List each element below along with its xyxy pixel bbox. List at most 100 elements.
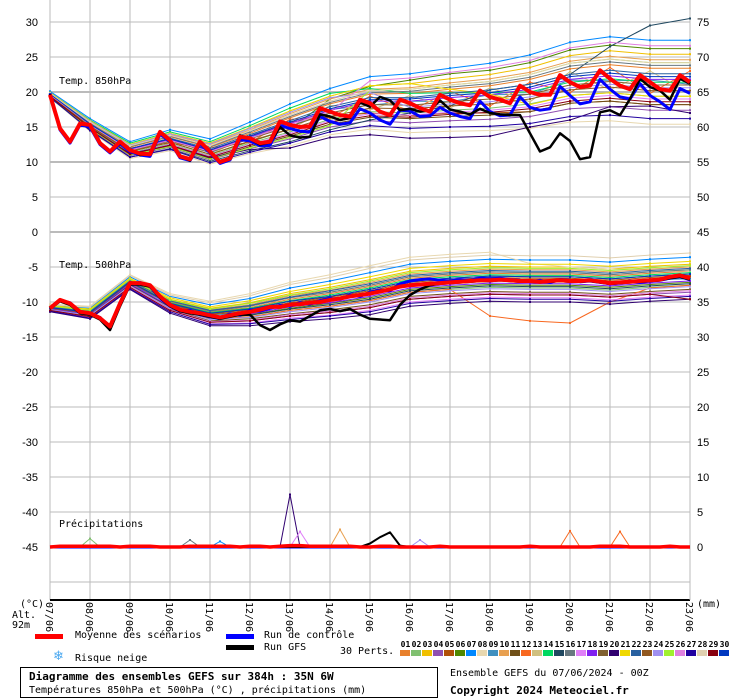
t500-member-06-point (529, 284, 531, 287)
t500-member-18-point (449, 284, 451, 287)
t850-member-10-point (449, 81, 451, 84)
t850-member-11-point (609, 100, 611, 103)
t850-member-01-point (289, 116, 291, 119)
t850-member-11-point (449, 115, 451, 118)
run-info: Ensemble GEFS du 07/06/2024 - 00Z (450, 668, 649, 679)
t850-member-08-point (289, 144, 291, 147)
member-swatch (455, 650, 465, 656)
t850-member-01-point (489, 84, 491, 87)
left-tick-label: 10 (26, 157, 38, 169)
member-swatch (400, 650, 410, 656)
t850-member-08-point (569, 121, 571, 124)
t850-member-20-point (409, 137, 411, 140)
t500-member-15-point (449, 287, 451, 289)
t850-member-24-point (569, 86, 571, 89)
t850-member-14-point (169, 130, 171, 133)
t850-member-07-point (449, 67, 451, 70)
legend-control-label: Run de contrôle (264, 630, 355, 641)
member-swatch (675, 650, 685, 656)
t850-member-12-point (489, 105, 491, 107)
t850-member-03-point (569, 54, 571, 57)
member-swatch (422, 650, 432, 656)
t500-member-08-point (569, 266, 571, 268)
t500-member-26-point (609, 294, 611, 297)
member-number: 22 (631, 640, 642, 649)
t500-member-29-point (249, 319, 251, 322)
t850-member-27-point (369, 124, 371, 127)
t850-member-14-point (209, 140, 211, 143)
t500-member-22-point (489, 269, 491, 272)
t500-member-11-point (449, 292, 451, 295)
x-tick-label: 20/06 (563, 602, 574, 632)
t500-member-28-point (129, 274, 131, 277)
member-number: 25 (664, 640, 675, 649)
member-number: 30 (719, 640, 730, 649)
left-tick-label: -40 (22, 507, 38, 519)
t500-member-25-point (489, 266, 491, 269)
t500-member-16-point (329, 291, 331, 294)
t850-member-26-point (369, 79, 371, 82)
t850-member-10-point (329, 98, 331, 100)
t850-member-22-point (289, 119, 291, 122)
member-swatch (466, 650, 476, 656)
left-tick-label: 30 (26, 17, 38, 29)
t500-member-29-point (489, 293, 491, 296)
t850-member-07-point (89, 117, 91, 120)
t500-mean-line (48, 273, 691, 329)
t500-member-06-point (449, 285, 451, 288)
t500-member-11-point (489, 290, 491, 293)
t850-member-20-point (289, 147, 291, 149)
t500-member-21-point (449, 264, 451, 267)
t850-member-08-point (329, 133, 331, 136)
t500-member-10-point (409, 273, 411, 275)
t500-member-12-point (489, 315, 491, 317)
x-tick-label: 14/06 (323, 602, 334, 632)
t500-member-28-point (289, 283, 291, 286)
t850-member-04-point (489, 118, 491, 121)
t850-member-17-point (689, 98, 691, 100)
t500-member-29-point (569, 294, 571, 296)
member-swatch (631, 650, 641, 656)
t850-member-04-point (329, 126, 331, 128)
t500-member-16-point (569, 271, 571, 274)
t850-member-30-point (609, 72, 611, 75)
t850-member-16-point (289, 115, 291, 118)
member-swatch (488, 650, 498, 656)
t850-member-23-point (689, 89, 691, 92)
member-swatch (510, 650, 520, 656)
t500-member-20-point (209, 324, 211, 327)
t500-member-14-point (689, 271, 691, 274)
t850-member-20-point (529, 126, 531, 128)
t850-member-01-point (369, 93, 371, 96)
t850-member-27-point (409, 127, 411, 130)
t500-member-15-point (569, 285, 571, 288)
t500-member-18-point (409, 287, 411, 289)
t500-member-21-point (209, 305, 211, 308)
t850-member-15-point (289, 140, 291, 143)
t850-member-26-point (689, 44, 691, 47)
t500-member-18-point (489, 282, 491, 285)
t500-member-07-point (489, 258, 491, 261)
t850-member-08-point (169, 149, 171, 152)
t850-member-29-point (369, 114, 371, 117)
t850-member-15-point (249, 149, 251, 152)
t850-member-15-point (689, 17, 691, 20)
t850-member-28-point (489, 80, 491, 83)
t850-member-07-point (609, 35, 611, 38)
t500-member-01-point (609, 275, 611, 278)
precip-member-16-point (189, 539, 191, 541)
t500-member-29-point (49, 309, 51, 312)
t500-member-20-point (609, 303, 611, 306)
t850-member-29-point (689, 100, 691, 103)
t850-member-26-point (569, 46, 571, 49)
member-number: 29 (708, 640, 719, 649)
t850-member-02-point (489, 107, 491, 110)
t500-member-10-point (529, 268, 531, 271)
left-tick-label: 0 (32, 227, 38, 239)
t850-member-20-point (329, 136, 331, 139)
t850-member-25-point (289, 136, 291, 139)
t850-member-13-point (289, 129, 291, 132)
t850-member-23-point (489, 102, 491, 105)
t500-member-16-point (409, 275, 411, 278)
t500-member-29-point (289, 315, 291, 317)
